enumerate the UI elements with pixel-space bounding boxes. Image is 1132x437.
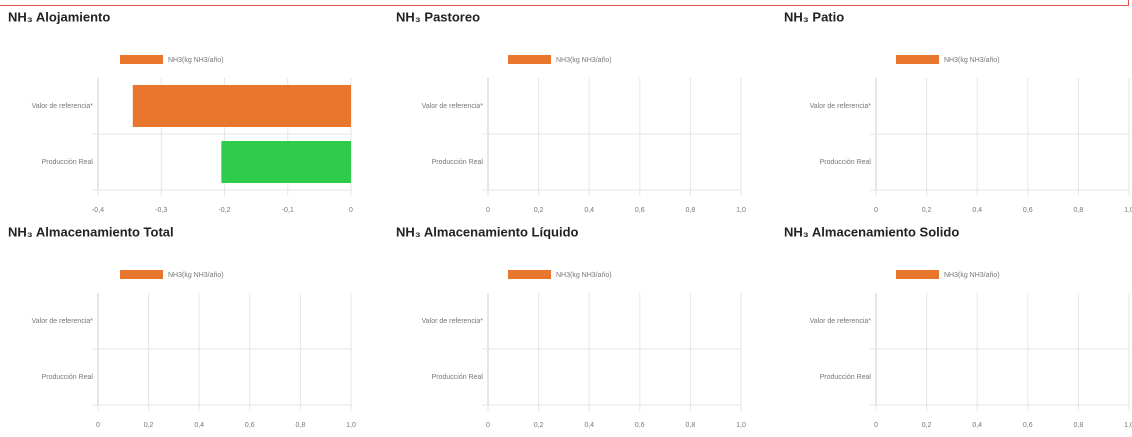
y-tick-label: Valor de referencia* <box>422 103 484 110</box>
legend-label: NH3(kg NH3/año) <box>944 272 1000 279</box>
y-tick-label: Valor de referencia* <box>422 318 484 325</box>
x-tick-label: 0,4 <box>972 207 982 214</box>
chart-title: NH₃ Almacenamiento Solido <box>784 224 959 239</box>
x-tick-label: 0 <box>486 422 490 429</box>
x-tick-label: 0,4 <box>584 207 594 214</box>
x-tick-label: 0,6 <box>1023 422 1033 429</box>
y-tick-label: Producción Real <box>432 159 484 166</box>
x-tick-label: 0,8 <box>296 422 306 429</box>
legend-swatch <box>508 270 551 279</box>
y-tick-label: Valor de referencia* <box>810 103 872 110</box>
y-tick-label: Valor de referencia* <box>32 318 94 325</box>
legend-label: NH3(kg NH3/año) <box>168 57 224 64</box>
x-tick-label: 1,0 <box>346 422 356 429</box>
chart-title: NH₃ Almacenamiento Líquido <box>396 224 579 239</box>
x-tick-label: 0,8 <box>1074 422 1084 429</box>
x-tick-label: 0,6 <box>245 422 255 429</box>
x-tick-label: 0,2 <box>534 422 544 429</box>
legend-label: NH3(kg NH3/año) <box>556 272 612 279</box>
x-tick-label: 0,2 <box>922 207 932 214</box>
x-tick-label: 0,8 <box>686 422 696 429</box>
x-tick-label: 0 <box>486 207 490 214</box>
y-tick-label: Valor de referencia* <box>32 103 94 110</box>
selection-border <box>0 0 1129 6</box>
x-tick-label: 0,4 <box>972 422 982 429</box>
legend-swatch <box>896 55 939 64</box>
chart-title: NH₃ Almacenamiento Total <box>8 224 174 239</box>
x-tick-label: 0,6 <box>1023 207 1033 214</box>
chart-title: NH₃ Patio <box>784 9 844 24</box>
x-tick-label: 0 <box>874 207 878 214</box>
legend-label: NH3(kg NH3/año) <box>556 57 612 64</box>
x-tick-label: 0,6 <box>635 422 645 429</box>
y-tick-label: Producción Real <box>42 374 94 381</box>
x-tick-label: 1,0 <box>736 422 746 429</box>
x-tick-label: 1,0 <box>736 207 746 214</box>
y-tick-label: Producción Real <box>432 374 484 381</box>
x-tick-label: 0,4 <box>584 422 594 429</box>
x-tick-label: 0,2 <box>534 207 544 214</box>
x-tick-label: 1,0 <box>1124 207 1132 214</box>
legend-label: NH3(kg NH3/año) <box>944 57 1000 64</box>
chart-title: NH₃ Alojamiento <box>8 9 110 24</box>
x-tick-label: 0,8 <box>1074 207 1084 214</box>
bar <box>132 85 351 127</box>
y-tick-label: Producción Real <box>820 374 872 381</box>
x-tick-label: 0 <box>349 207 353 214</box>
x-tick-label: 0,6 <box>635 207 645 214</box>
legend-label: NH3(kg NH3/año) <box>168 272 224 279</box>
legend-swatch <box>120 270 163 279</box>
legend-swatch <box>508 55 551 64</box>
x-tick-label: 0,4 <box>194 422 204 429</box>
x-tick-label: 0,2 <box>144 422 154 429</box>
x-tick-label: -0,2 <box>218 207 230 214</box>
legend-swatch <box>120 55 163 64</box>
y-tick-label: Valor de referencia* <box>810 318 872 325</box>
x-tick-label: 1,0 <box>1124 422 1132 429</box>
x-tick-label: 0 <box>874 422 878 429</box>
x-tick-label: -0,1 <box>282 207 294 214</box>
bar <box>221 141 351 183</box>
y-tick-label: Producción Real <box>820 159 872 166</box>
x-tick-label: 0 <box>96 422 100 429</box>
x-tick-label: -0,4 <box>92 207 104 214</box>
chart-title: NH₃ Pastoreo <box>396 9 480 24</box>
x-tick-label: 0,2 <box>922 422 932 429</box>
x-tick-label: 0,8 <box>686 207 696 214</box>
x-tick-label: -0,3 <box>155 207 167 214</box>
legend-swatch <box>896 270 939 279</box>
y-tick-label: Producción Real <box>42 159 94 166</box>
